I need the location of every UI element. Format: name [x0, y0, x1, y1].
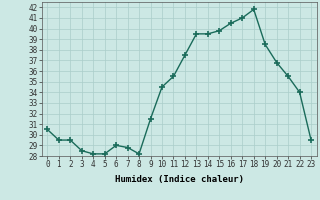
X-axis label: Humidex (Indice chaleur): Humidex (Indice chaleur)	[115, 175, 244, 184]
